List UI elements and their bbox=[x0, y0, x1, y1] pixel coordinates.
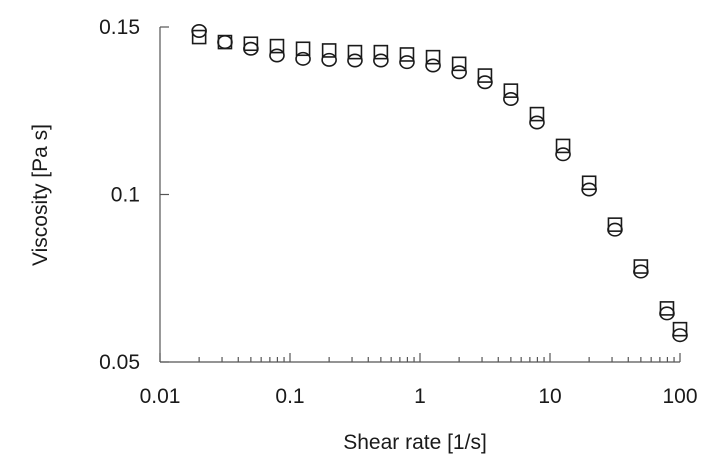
x-tick-label: 1 bbox=[414, 385, 426, 408]
x-axis-title: Shear rate [1/s] bbox=[343, 431, 487, 454]
circle-point bbox=[191, 24, 207, 39]
square-point bbox=[581, 175, 597, 191]
circle-point bbox=[555, 147, 571, 162]
y-tick-label: 0.05 bbox=[99, 351, 140, 374]
circle-point bbox=[243, 41, 259, 56]
square-point bbox=[607, 217, 623, 232]
square-point bbox=[672, 321, 688, 337]
x-axis: 0.01 0.1 1 10 100 bbox=[140, 353, 698, 408]
square-point bbox=[191, 29, 207, 45]
square-point bbox=[659, 301, 675, 316]
circle-point bbox=[347, 53, 363, 68]
square-point bbox=[425, 49, 441, 65]
square-point bbox=[243, 36, 259, 52]
circle-point bbox=[529, 115, 545, 130]
circle-point bbox=[321, 52, 337, 67]
square-point bbox=[477, 68, 493, 83]
series-layer bbox=[191, 24, 688, 343]
x-tick-label: 100 bbox=[662, 385, 697, 408]
circle-point bbox=[607, 222, 623, 237]
circle-point bbox=[295, 51, 311, 66]
square-point bbox=[347, 44, 363, 60]
square-point bbox=[529, 106, 545, 122]
square-point bbox=[321, 43, 337, 58]
x-tick-label: 10 bbox=[538, 385, 561, 408]
square-point bbox=[555, 138, 571, 154]
circle-point bbox=[373, 53, 389, 68]
x-tick-label: 0.01 bbox=[140, 385, 181, 408]
circle-point bbox=[217, 35, 233, 50]
circle-point bbox=[672, 328, 688, 343]
circle-point bbox=[503, 92, 519, 107]
y-tick-label: 0.1 bbox=[111, 184, 140, 207]
x-tick-label: 0.1 bbox=[275, 385, 304, 408]
square-point bbox=[295, 41, 311, 57]
circle-point bbox=[451, 65, 467, 80]
circle-point bbox=[477, 75, 493, 90]
circle-point bbox=[633, 264, 649, 279]
circle-point bbox=[269, 48, 285, 63]
y-axis-title: Viscosity [Pa s] bbox=[29, 124, 52, 266]
square-point bbox=[399, 47, 415, 62]
circle-point bbox=[425, 58, 441, 73]
square-point bbox=[451, 56, 467, 72]
square-point bbox=[269, 38, 285, 54]
circle-point bbox=[581, 182, 597, 197]
circle-point bbox=[659, 306, 675, 321]
y-tick-label: 0.15 bbox=[99, 16, 140, 39]
square-point bbox=[633, 259, 649, 274]
square-point bbox=[373, 44, 389, 60]
square-point bbox=[503, 83, 519, 98]
circle-point bbox=[399, 55, 415, 70]
y-axis: 0.05 0.1 0.15 bbox=[99, 16, 169, 374]
